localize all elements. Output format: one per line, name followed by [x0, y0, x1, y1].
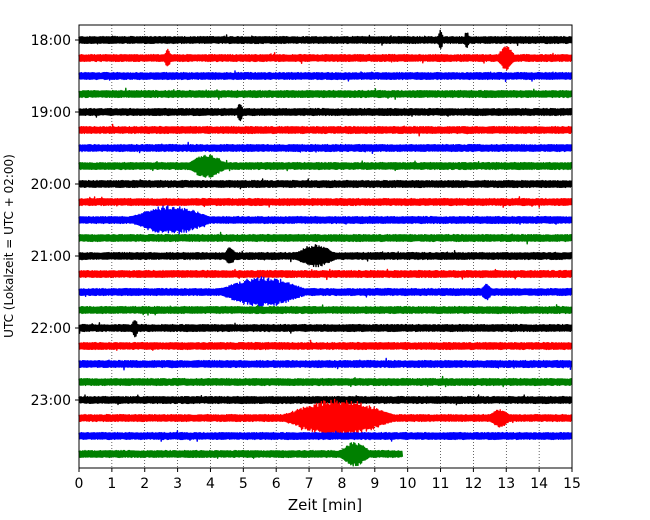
y-tick-label: 22:00 — [31, 321, 71, 337]
trace-1930 — [78, 141, 573, 155]
x-axis-label: Zeit [min] — [288, 496, 362, 514]
x-tick-label: 2 — [140, 476, 149, 492]
trace-2115 — [78, 268, 573, 281]
x-tick-label: 13 — [497, 476, 515, 492]
trace-1815 — [78, 46, 573, 71]
x-tick-label: 8 — [337, 476, 346, 492]
trace-1800 — [78, 29, 573, 49]
trace-2230 — [78, 357, 573, 371]
trace-2015 — [78, 196, 573, 208]
y-tick-label: 23:00 — [31, 393, 71, 409]
x-tick-label: 15 — [563, 476, 581, 492]
trace-1945 — [78, 154, 573, 178]
trace-2345 — [78, 442, 404, 467]
trace-2045 — [78, 231, 573, 245]
axis-ticks: 0 1 2 3 4 5 6 7 8 9 10 11 12 13 14 1518:0019:0020:0021:… — [31, 33, 581, 492]
grid-lines — [111, 25, 540, 468]
trace-1845 — [78, 87, 573, 100]
trace-2000 — [78, 178, 573, 190]
x-tick-label: 4 — [206, 476, 215, 492]
trace-2130 — [78, 276, 573, 307]
trace-2100 — [78, 244, 573, 268]
y-tick-label: 18:00 — [31, 33, 71, 49]
x-tick-label: 10 — [399, 476, 417, 492]
trace-1915 — [78, 123, 573, 137]
trace-2245 — [78, 375, 573, 388]
trace-1900 — [78, 103, 573, 122]
seismic-traces — [78, 29, 573, 467]
y-tick-label: 21:00 — [31, 249, 71, 265]
trace-2300 — [78, 394, 573, 406]
x-tick-label: 7 — [305, 476, 314, 492]
x-tick-label: 9 — [370, 476, 379, 492]
x-tick-label: 14 — [530, 476, 548, 492]
trace-2330 — [78, 430, 573, 442]
x-tick-label: 11 — [432, 476, 450, 492]
plot-frame — [78, 24, 573, 469]
trace-2030 — [78, 205, 573, 235]
x-tick-label: 6 — [272, 476, 281, 492]
trace-2215 — [78, 339, 573, 351]
x-tick-label: 1 — [107, 476, 116, 492]
y-tick-label: 19:00 — [31, 105, 71, 121]
trace-2145 — [78, 304, 573, 316]
y-tick-label: 20:00 — [31, 177, 71, 193]
trace-1830 — [78, 70, 573, 83]
x-tick-label: 0 — [75, 476, 84, 492]
trace-2200 — [78, 320, 573, 338]
trace-2315 — [78, 398, 573, 438]
x-tick-label: 12 — [464, 476, 482, 492]
y-axis-label: UTC (Lokalzeit = UTC + 02:00) — [2, 154, 16, 338]
x-tick-label: 3 — [173, 476, 182, 492]
x-tick-label: 5 — [239, 476, 248, 492]
